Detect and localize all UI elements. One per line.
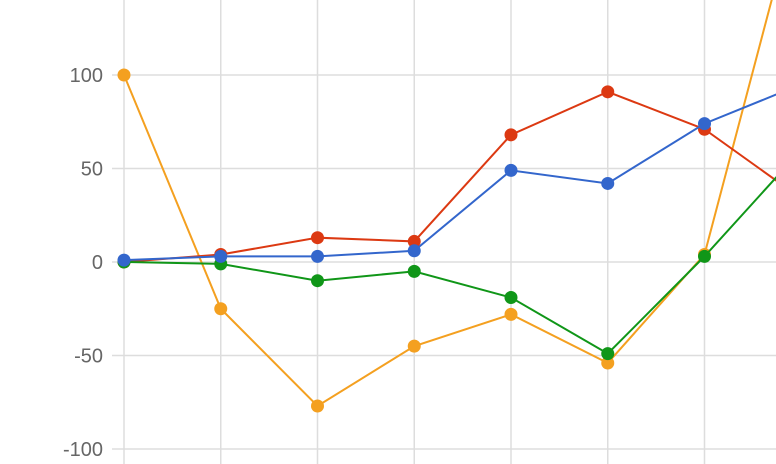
series-line — [123, 90, 776, 263]
y-tick-label: -50 — [74, 346, 103, 368]
vertical-gridlines — [123, 0, 706, 464]
data-point[interactable] — [504, 291, 518, 305]
data-point[interactable] — [698, 249, 711, 263]
data-point[interactable] — [311, 249, 324, 263]
y-tick-label: 100 — [70, 65, 103, 87]
series-line — [123, 93, 776, 262]
data-point[interactable] — [698, 117, 711, 131]
series-3 — [117, 93, 776, 267]
data-point[interactable] — [311, 399, 324, 413]
horizontal-gridlines — [112, 74, 776, 450]
data-point[interactable] — [311, 231, 324, 245]
data-point[interactable] — [407, 264, 421, 278]
data-point[interactable] — [601, 176, 615, 190]
data-point[interactable] — [407, 339, 421, 353]
data-point[interactable] — [214, 302, 228, 316]
data-point[interactable] — [407, 244, 421, 258]
data-point[interactable] — [117, 68, 131, 82]
data-point[interactable] — [504, 307, 518, 321]
data-point[interactable] — [601, 347, 615, 361]
y-tick-label: 50 — [81, 159, 103, 181]
series-line — [123, 176, 776, 355]
data-point[interactable] — [601, 356, 615, 370]
data-point[interactable] — [311, 274, 324, 288]
series-layer — [117, 0, 776, 413]
data-point[interactable] — [117, 253, 131, 267]
data-point[interactable] — [504, 128, 518, 142]
y-tick-label: 0 — [92, 252, 103, 274]
data-point[interactable] — [407, 234, 421, 248]
y-axis-tick-labels: 100 50 0 -50 -100 — [63, 65, 103, 461]
data-point[interactable] — [504, 163, 518, 177]
y-tick-label: -100 — [63, 439, 103, 461]
series-1 — [117, 85, 776, 269]
data-point[interactable] — [601, 85, 615, 99]
data-point[interactable] — [214, 249, 228, 263]
